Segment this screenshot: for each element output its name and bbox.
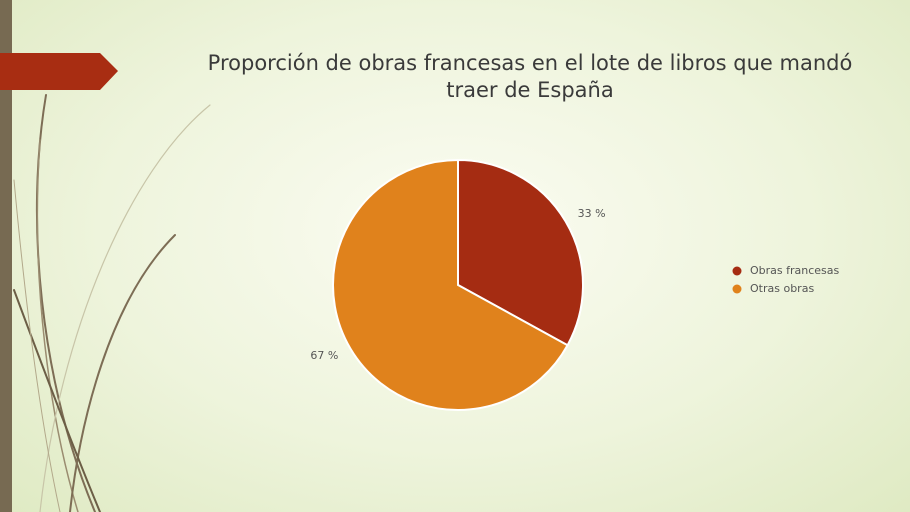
chart-title: Proporción de obras francesas en el lote… bbox=[207, 51, 853, 102]
data-label: 67 % bbox=[310, 349, 338, 362]
title-arrow bbox=[0, 53, 118, 90]
pie-slice bbox=[457, 158, 584, 347]
legend-label: Obras francesas bbox=[750, 264, 840, 277]
pie-slice bbox=[332, 158, 569, 411]
side-stripe bbox=[0, 0, 12, 512]
legend-marker bbox=[732, 284, 742, 294]
grass-lines bbox=[13, 94, 211, 512]
legend-label: Otras obras bbox=[750, 282, 814, 295]
legend-marker bbox=[732, 266, 742, 276]
data-label: 33 % bbox=[578, 207, 606, 220]
